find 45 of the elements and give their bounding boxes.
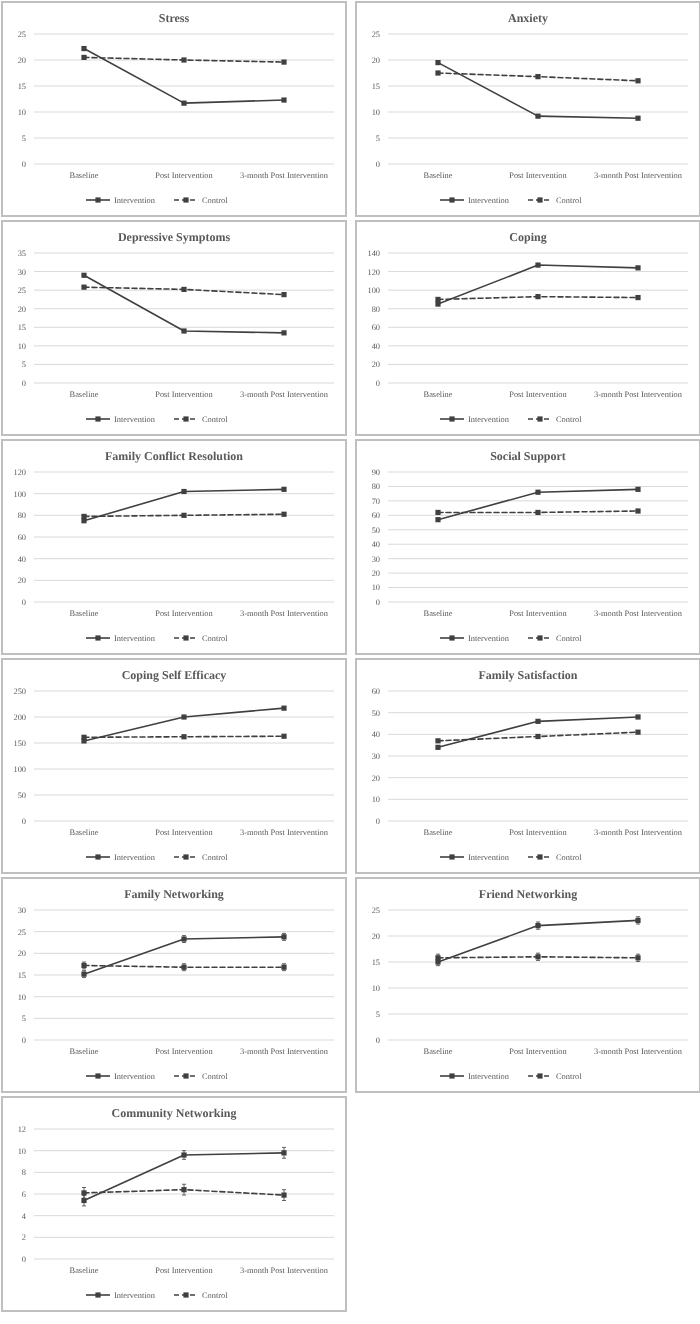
point: [81, 513, 87, 520]
point: [535, 262, 541, 268]
point: [535, 509, 541, 516]
point: [635, 508, 641, 514]
point: [535, 74, 541, 80]
point: [535, 113, 541, 119]
point: [181, 488, 187, 495]
point: [635, 115, 641, 121]
point: [635, 294, 641, 301]
point: [435, 296, 441, 303]
point: [635, 265, 641, 271]
point: [435, 738, 441, 744]
point: [535, 733, 541, 740]
point: [281, 330, 287, 336]
point: [281, 292, 287, 298]
point: [535, 718, 541, 724]
point: [435, 509, 441, 516]
point: [635, 486, 641, 492]
point: [181, 57, 187, 63]
point: [281, 59, 287, 65]
point: [281, 733, 287, 739]
point: [535, 294, 541, 300]
point: [181, 286, 187, 292]
point: [281, 511, 287, 517]
point: [535, 489, 541, 495]
point: [281, 486, 287, 492]
point: [281, 705, 287, 711]
point: [635, 714, 641, 720]
point: [435, 517, 441, 523]
point: [181, 328, 187, 334]
point: [81, 45, 87, 52]
point: [435, 301, 441, 307]
point: [181, 734, 187, 740]
point: [181, 714, 187, 720]
point: [635, 78, 641, 84]
point: [435, 70, 441, 76]
point: [281, 97, 287, 103]
point: [81, 54, 87, 60]
point: [435, 60, 441, 66]
point: [81, 272, 87, 278]
point: [181, 100, 187, 106]
point: [181, 512, 187, 518]
point: [435, 744, 441, 750]
point: [635, 729, 641, 735]
point: [81, 284, 87, 290]
